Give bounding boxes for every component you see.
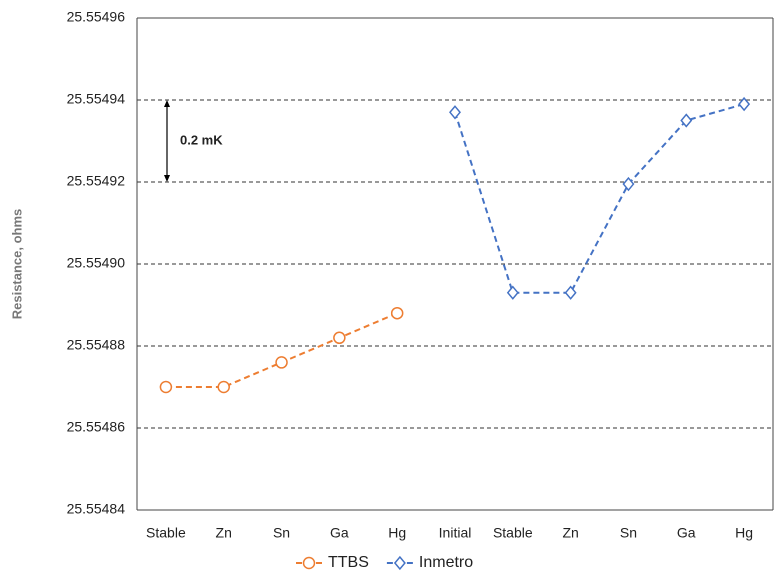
- data-point: [506, 285, 519, 300]
- y-tick-label: 25.55488: [67, 337, 126, 353]
- y-tick-label: 25.55490: [67, 255, 126, 271]
- legend-marker: [302, 556, 316, 570]
- x-tick-label: Zn: [216, 525, 232, 541]
- data-point: [333, 331, 346, 345]
- legend-label: Inmetro: [419, 554, 473, 571]
- data-point: [622, 176, 635, 192]
- data-point: [159, 380, 173, 394]
- annotation: 0.2 mK: [180, 132, 223, 147]
- y-tick-label: 25.55486: [67, 419, 126, 435]
- series-line: [165, 312, 398, 388]
- data-point: [275, 356, 288, 369]
- legend-label: TTBS: [328, 554, 369, 571]
- legend-marker: [393, 555, 406, 571]
- data-point: [564, 285, 577, 300]
- y-tick-label: 25.55484: [67, 501, 126, 517]
- x-tick-label: Initial: [439, 525, 472, 541]
- data-point: [738, 96, 751, 112]
- data-point: [217, 380, 230, 394]
- y-tick-label: 25.55492: [67, 173, 126, 189]
- x-tick-label: Hg: [388, 525, 406, 541]
- data-point: [680, 113, 693, 128]
- x-tick-label: Ga: [330, 525, 349, 541]
- x-tick-label: Sn: [620, 525, 637, 541]
- y-tick-label: 25.55496: [67, 9, 126, 25]
- x-tick-label: Ga: [677, 525, 696, 541]
- x-tick-label: Zn: [562, 525, 578, 541]
- x-tick-label: Hg: [735, 525, 753, 541]
- data-point: [449, 105, 461, 120]
- y-tick-label: 25.55494: [67, 91, 126, 107]
- x-tick-label: Sn: [273, 525, 290, 541]
- x-tick-label: Stable: [493, 525, 533, 541]
- y-axis-title: Resistance, ohms: [9, 209, 24, 320]
- x-tick-label: Stable: [146, 525, 186, 541]
- data-point: [390, 306, 404, 320]
